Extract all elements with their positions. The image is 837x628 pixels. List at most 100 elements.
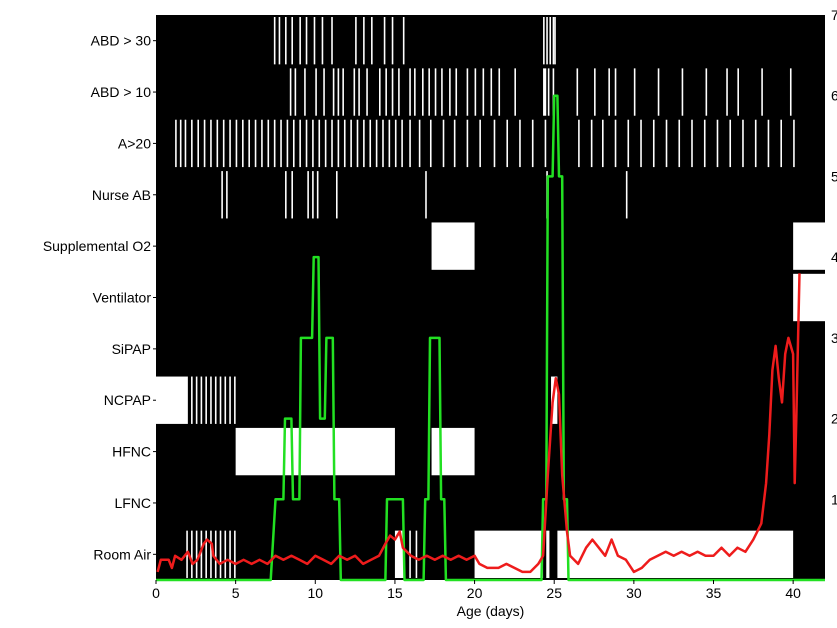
row-labels: ABD > 30 ABD > 10 A>20 Nurse AB Supplemental…	[43, 33, 156, 562]
event-bar	[729, 119, 732, 168]
event-bar	[742, 119, 744, 168]
event-bar	[375, 119, 378, 168]
event-bar	[342, 68, 344, 116]
event-bar	[224, 376, 227, 424]
event-bar	[398, 68, 400, 116]
event-bar	[474, 68, 477, 116]
event-bar	[665, 119, 668, 168]
series-line-2	[156, 273, 801, 574]
row-label: LFNC	[114, 495, 151, 511]
x-tick-label: 35	[706, 585, 722, 601]
event-bar	[292, 119, 295, 168]
event-bar	[285, 171, 287, 219]
event-bar	[285, 17, 287, 65]
event-bar	[602, 119, 604, 168]
event-bar	[761, 68, 763, 116]
event-bar	[552, 68, 555, 116]
event-bar	[767, 119, 770, 168]
event-bar	[324, 119, 327, 168]
event-bar	[640, 119, 642, 168]
event-bar	[254, 119, 257, 168]
event-bar	[184, 119, 187, 168]
event-bar	[191, 530, 193, 578]
event-bar	[331, 119, 333, 168]
event-bar	[224, 530, 227, 578]
event-bar	[382, 119, 384, 168]
event-bar	[305, 119, 308, 168]
event-bar	[394, 530, 405, 578]
event-bar	[175, 119, 177, 168]
event-bar	[391, 17, 394, 65]
event-bar	[482, 68, 485, 116]
event-bar	[388, 119, 391, 168]
event-bar	[391, 68, 394, 116]
event-bar	[331, 17, 333, 65]
right-tick-label: 4	[831, 249, 837, 265]
event-bar	[506, 119, 509, 168]
event-bar	[307, 171, 309, 219]
row-label: SiPAP	[112, 341, 151, 357]
event-bar	[726, 68, 728, 116]
event-bar	[681, 68, 684, 116]
event-bar	[498, 68, 501, 116]
event-bar	[737, 68, 739, 116]
right-tick-label: 7	[831, 7, 837, 23]
event-bar	[286, 119, 289, 168]
event-bar	[234, 376, 236, 424]
event-bar	[793, 222, 825, 270]
x-tick-label: 20	[467, 585, 483, 601]
right-tick-label: 3	[831, 330, 837, 346]
event-bar	[234, 530, 236, 578]
event-bar	[551, 376, 558, 424]
event-bar	[576, 68, 579, 116]
event-bar	[543, 68, 547, 116]
event-bar	[466, 119, 469, 168]
event-bar	[210, 119, 212, 168]
event-bar	[332, 68, 335, 116]
event-bar	[195, 530, 198, 578]
event-bar	[657, 68, 660, 116]
event-bar	[614, 68, 617, 116]
event-bar	[402, 17, 405, 65]
event-bar	[431, 427, 475, 476]
event-bar	[490, 68, 493, 116]
event-bar	[363, 119, 365, 168]
event-bar	[754, 119, 757, 168]
event-bar	[418, 119, 421, 168]
event-bar	[705, 68, 708, 116]
event-bar	[493, 119, 496, 168]
event-bar	[442, 119, 445, 168]
event-bar	[304, 68, 306, 116]
x-tick-label: 30	[626, 585, 642, 601]
event-bar	[552, 17, 555, 65]
x-axis: 0 5 10 15 20 25 30 35 40	[152, 580, 801, 601]
event-bar	[544, 119, 547, 168]
event-bar	[401, 119, 403, 168]
event-bar	[780, 119, 782, 168]
event-bar	[431, 222, 475, 270]
x-tick-label: 0	[152, 585, 160, 601]
event-bar	[531, 119, 534, 168]
event-bar	[441, 68, 443, 116]
event-bar	[547, 68, 550, 116]
event-bar	[313, 17, 316, 65]
event-bar	[409, 119, 411, 168]
event-bar	[195, 376, 198, 424]
event-bar	[273, 17, 276, 65]
event-bar	[355, 17, 357, 65]
event-bar	[205, 530, 207, 578]
event-bar	[425, 171, 427, 219]
event-bar	[197, 119, 200, 168]
event-bar	[479, 119, 481, 168]
event-bar	[678, 119, 681, 168]
event-bar	[415, 530, 418, 578]
event-bar	[229, 530, 231, 578]
event-bar	[278, 17, 281, 65]
event-bar	[358, 68, 360, 116]
event-bar	[191, 376, 193, 424]
event-bar	[299, 119, 301, 168]
right-tick-label: 2	[831, 411, 837, 427]
event-bar	[337, 68, 340, 116]
event-bar	[429, 119, 432, 168]
